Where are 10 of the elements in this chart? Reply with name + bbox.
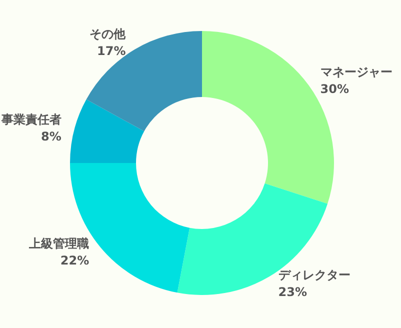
slice-label: 事業責任者: [0, 112, 62, 127]
data-label: 8%: [41, 130, 62, 144]
data-label: 22%: [60, 254, 90, 268]
slice-label: その他: [90, 26, 127, 41]
data-label: 30%: [320, 82, 349, 96]
slice-label: マネージャー: [320, 65, 392, 80]
slice-label: 上級管理職: [28, 236, 90, 251]
data-label: 17%: [97, 44, 126, 58]
slice-label: ディレクター: [278, 268, 350, 282]
data-label: 23%: [278, 285, 307, 300]
